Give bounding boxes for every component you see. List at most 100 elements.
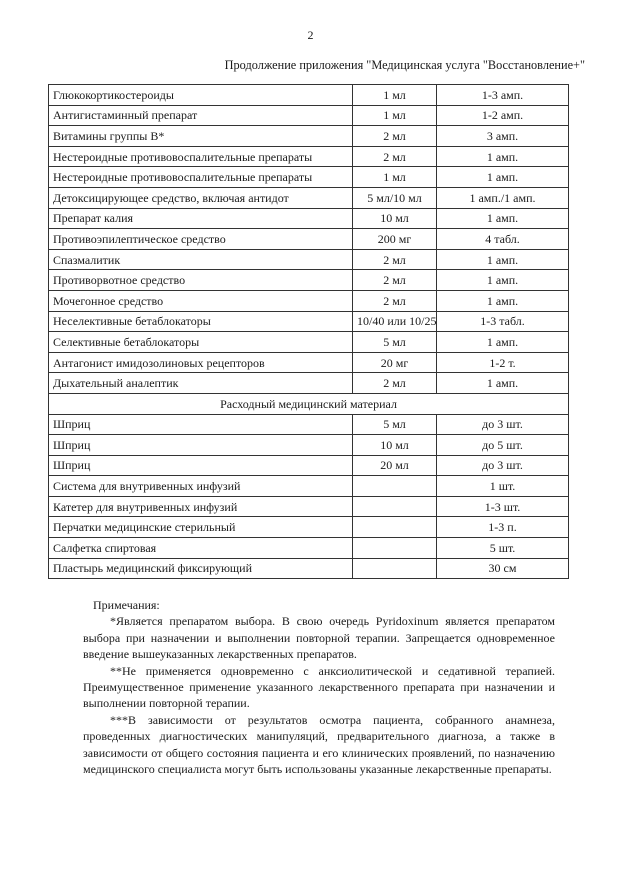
cell-name: Пластырь медицинский фиксирующий <box>48 557 353 580</box>
table-row: Противорвотное средство 2 мл 1 амп. <box>48 269 569 291</box>
table-row: Система для внутривенных инфузий 1 шт. <box>48 475 569 497</box>
cell-dose <box>352 557 437 580</box>
cell-dose: 2 мл <box>352 372 437 394</box>
cell-quantity: 1 амп. <box>436 145 569 168</box>
table-row: Нестероидные противовоспалительные препа… <box>48 145 569 168</box>
cell-dose <box>352 475 437 497</box>
cell-quantity: 1 амп. <box>436 166 569 188</box>
cell-quantity: 1-3 табл. <box>436 310 569 333</box>
cell-name: Противорвотное средство <box>48 269 353 291</box>
cell-quantity: 1-3 п. <box>436 516 569 539</box>
note-paragraph: **Не применяется одновременно с анксиоли… <box>83 663 555 711</box>
table-row: Шприц 5 мл до 3 шт. <box>48 413 569 436</box>
cell-dose: 2 мл <box>352 248 437 271</box>
cell-dose: 1 мл <box>352 104 437 127</box>
cell-name: Шприц <box>48 413 353 436</box>
cell-quantity: 30 см <box>436 557 569 580</box>
cell-name: Витамины группы В* <box>48 125 353 147</box>
cell-dose: 2 мл <box>352 289 437 312</box>
cell-quantity: 1 амп./1 амп. <box>436 186 569 209</box>
cell-dose <box>352 516 437 539</box>
cell-quantity: 1-2 т. <box>436 351 569 374</box>
cell-quantity: 5 шт. <box>436 537 569 559</box>
cell-quantity: до 3 шт. <box>436 454 569 477</box>
cell-quantity: 1 амп. <box>436 331 569 353</box>
table-row: Препарат калия 10 мл 1 амп. <box>48 207 569 230</box>
cell-name: Селективные бетаблокаторы <box>48 331 353 353</box>
cell-name: Противоэпилептическое средство <box>48 228 353 250</box>
table-row: Катетер для внутривенных инфузий 1-3 шт. <box>48 495 569 518</box>
cell-dose: 5 мл/10 мл <box>352 186 437 209</box>
table-row: Детоксицирующее средство, включая антидо… <box>48 186 569 209</box>
cell-dose: 20 мл <box>352 454 437 477</box>
cell-quantity: 1 амп. <box>436 289 569 312</box>
cell-dose: 2 мл <box>352 269 437 291</box>
cell-quantity: 1 амп. <box>436 207 569 230</box>
cell-name: Салфетка спиртовая <box>48 537 353 559</box>
table-row: Антагонист имидозолиновых рецепторов 20 м… <box>48 351 569 374</box>
cell-quantity: 1 амп. <box>436 248 569 271</box>
table-row: Антигистаминный препарат 1 мл 1-2 амп. <box>48 104 569 127</box>
cell-quantity: 1 шт. <box>436 475 569 497</box>
table-row: Селективные бетаблокаторы 5 мл 1 амп. <box>48 331 569 353</box>
section-title: Расходный медицинский материал <box>48 392 569 415</box>
table-row: Мочегонное средство 2 мл 1 амп. <box>48 289 569 312</box>
cell-dose: 200 мг <box>352 228 437 250</box>
table-row: Шприц 10 мл до 5 шт. <box>48 434 569 456</box>
page-number: 2 <box>307 28 314 42</box>
cell-quantity: 1-2 амп. <box>436 104 569 127</box>
table-row: Пластырь медицинский фиксирующий 30 см <box>48 557 569 580</box>
cell-name: Дыхательный аналептик <box>48 372 353 394</box>
cell-dose <box>352 537 437 559</box>
cell-name: Антигистаминный препарат <box>48 104 353 127</box>
table-row: Витамины группы В* 2 мл 3 амп. <box>48 125 569 147</box>
cell-quantity: 1 амп. <box>436 269 569 291</box>
cell-name: Препарат калия <box>48 207 353 230</box>
cell-name: Система для внутривенных инфузий <box>48 475 353 497</box>
note-paragraph: *Является препаратом выбора. В свою очер… <box>83 614 555 662</box>
cell-dose: 1 мл <box>352 84 437 106</box>
cell-quantity: 4 табл. <box>436 228 569 250</box>
cell-dose: 20 мг <box>352 351 437 374</box>
cell-quantity: 1-3 шт. <box>436 495 569 518</box>
cell-name: Антагонист имидозолиновых рецепторов <box>48 351 353 374</box>
table-row: Противоэпилептическое средство 200 мг 4 та… <box>48 228 569 250</box>
cell-name: Шприц <box>48 434 353 456</box>
table-row: Спазмалитик 2 мл 1 амп. <box>48 248 569 271</box>
cell-quantity: до 5 шт. <box>436 434 569 456</box>
table-row: Перчатки медицинские стерильный 1-3 п. <box>48 516 569 539</box>
cell-dose: 2 мл <box>352 145 437 168</box>
cell-dose <box>352 495 437 518</box>
cell-name: Мочегонное средство <box>48 289 353 312</box>
table-row: Неселективные бетаблокаторы 10/40 или 10/… <box>48 310 569 333</box>
table-row: Шприц 20 мл до 3 шт. <box>48 454 569 477</box>
cell-quantity: 1 амп. <box>436 372 569 394</box>
cell-name: Глюкокортикостероиды <box>48 84 353 106</box>
cell-quantity: 1-3 амп. <box>436 84 569 106</box>
cell-name: Детоксицирующее средство, включая антидо… <box>48 186 353 209</box>
cell-name: Шприц <box>48 454 353 477</box>
cell-quantity: до 3 шт. <box>436 413 569 436</box>
cell-quantity: 3 амп. <box>436 125 569 147</box>
cell-dose: 10/40 или 10/25/50 мг <box>352 310 437 333</box>
cell-dose: 5 мл <box>352 331 437 353</box>
cell-name: Нестероидные противовоспалительные препа… <box>48 145 353 168</box>
table-row: Нестероидные противовоспалительные препа… <box>48 166 569 188</box>
cell-dose: 5 мл <box>352 413 437 436</box>
cell-name: Катетер для внутривенных инфузий <box>48 495 353 518</box>
cell-name: Спазмалитик <box>48 248 353 271</box>
cell-name: Неселективные бетаблокаторы <box>48 310 353 333</box>
table-row: Глюкокортикостероиды 1 мл 1-3 амп. <box>48 84 569 106</box>
section-row: Расходный медицинский материал <box>48 392 569 415</box>
notes-heading: Примечания: <box>93 598 160 612</box>
note-paragraph: ***В зависимости от результатов осмотра … <box>83 712 555 777</box>
cell-dose: 10 мл <box>352 434 437 456</box>
cell-name: Нестероидные противовоспалительные препа… <box>48 166 353 188</box>
supplies-table: Глюкокортикостероиды 1 мл 1-3 амп. Антигист… <box>48 84 569 580</box>
table-row: Дыхательный аналептик 2 мл 1 амп. <box>48 372 569 394</box>
cell-name: Перчатки медицинские стерильный <box>48 516 353 539</box>
table-row: Салфетка спиртовая 5 шт. <box>48 537 569 559</box>
cell-dose: 10 мл <box>352 207 437 230</box>
notes: Примечания: *Является препаратом выбора.… <box>83 597 555 777</box>
cell-dose: 1 мл <box>352 166 437 188</box>
